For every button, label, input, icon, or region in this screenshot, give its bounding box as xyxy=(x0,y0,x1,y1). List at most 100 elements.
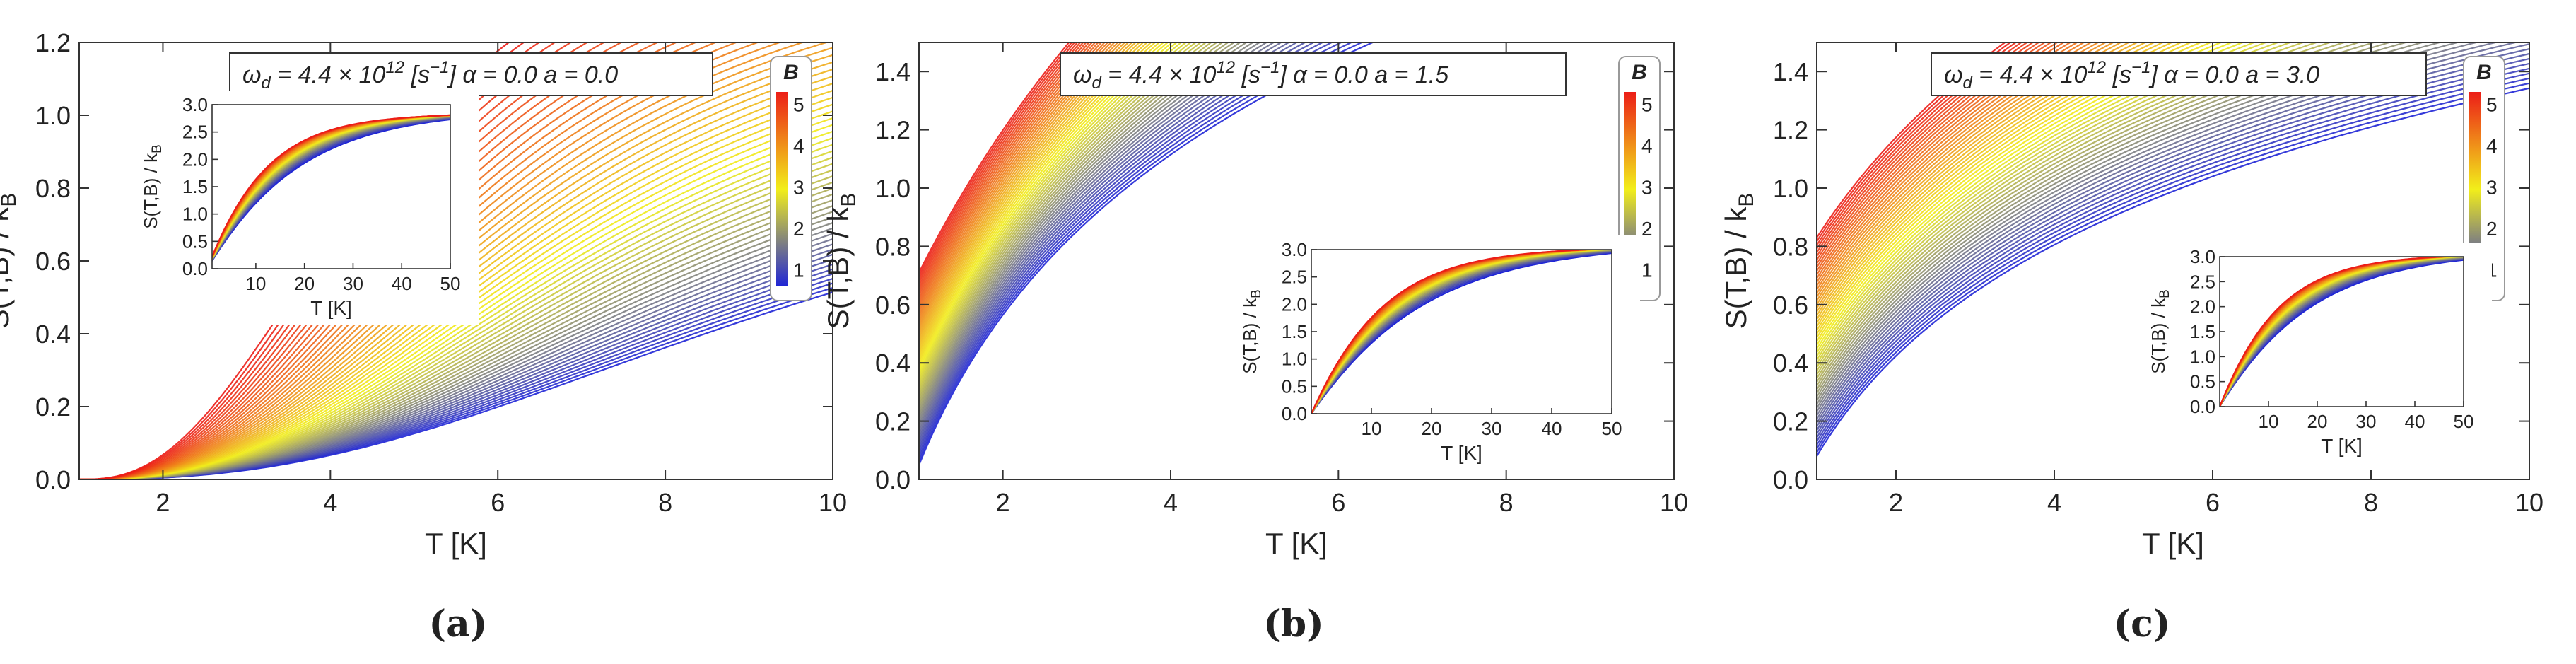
inset-curve-family xyxy=(212,114,450,262)
curve-B-1.14 xyxy=(1817,77,2529,450)
colorbar-tick-label: 3 xyxy=(1641,177,1653,199)
panel-a: 2 4 6 8 10 0.0 0.2 0.4 0.6 0.8 1.0 1.2 T [K] S(T,B) /… xyxy=(0,28,847,646)
inset-curve xyxy=(1311,251,1612,414)
inset-curve xyxy=(212,118,450,262)
curve-B-4.32 xyxy=(1817,42,2066,276)
curve-B-2.15 xyxy=(1817,42,2392,394)
y-tick-label: 0.8 xyxy=(1773,232,1808,261)
x-tick-label: 8 xyxy=(658,488,672,517)
inset-y-tick-label: 0.0 xyxy=(2190,396,2215,417)
curve-B-4.53 xyxy=(1817,42,2047,264)
parameter-box-frame xyxy=(1931,52,2427,96)
x-axis-label: T [K] xyxy=(1265,527,1328,560)
inset-y-tick-label: 1.5 xyxy=(182,176,208,197)
curve-B-1.00 xyxy=(1817,87,2529,457)
axes-frame xyxy=(918,42,1675,480)
inset-x-tick-label: 30 xyxy=(343,273,363,294)
colorbar-tick-label: 3 xyxy=(2486,177,2498,199)
x-tick-label: 6 xyxy=(2206,488,2220,517)
inset-x-tick-label: 40 xyxy=(1542,418,1562,439)
inset-y-tick-label: 2.5 xyxy=(1282,267,1307,288)
curve-B-4.19 xyxy=(919,42,1106,313)
inset-curve xyxy=(1311,250,1608,414)
y-tick-label: 0.0 xyxy=(875,465,911,494)
curve-B-4.05 xyxy=(1817,42,2092,291)
parameter-box: ωd = 4.4 × 1012 [s−1] α = 0.0 a = 3.0 xyxy=(1931,52,2427,96)
inset-chart: 10 20 30 40 50 0.0 0.5 1.0 1.5 2.0 2.5 3.0 T [K] S(T,… xyxy=(1226,235,1640,470)
curve-B-3.31 xyxy=(1817,42,2183,331)
y-tick-label: 1.4 xyxy=(875,57,911,86)
curve-B-1.68 xyxy=(919,42,1283,433)
curve-B-3.92 xyxy=(1817,42,2107,298)
inset-curve xyxy=(212,115,450,257)
x-tick-label: 4 xyxy=(2047,488,2061,517)
curve-B-3.17 xyxy=(919,42,1161,361)
inset-y-tick-label: 1.0 xyxy=(1282,349,1307,370)
inset-x-axis-label: T [K] xyxy=(2321,435,2363,457)
curve-B-1.07 xyxy=(1817,82,2529,453)
inset-y-tick-label: 2.0 xyxy=(2190,296,2215,318)
curve-B-4.59 xyxy=(1817,42,2040,261)
curve-B-3.58 xyxy=(919,42,1137,342)
y-tick-label: 0.8 xyxy=(35,174,71,203)
curve-B-2.02 xyxy=(919,42,1248,417)
parameter-box-frame xyxy=(1060,52,1567,96)
curve-B-3.31 xyxy=(919,42,1152,355)
y-axis-label: S(T,B) / kB xyxy=(821,193,860,330)
curve-B-3.24 xyxy=(1817,42,2193,334)
curve-B-2.90 xyxy=(919,42,1178,374)
curve-B-4.46 xyxy=(919,42,1094,299)
curve-B-1.88 xyxy=(919,42,1261,423)
inset-curve-family xyxy=(2220,257,2464,407)
curve-B-2.29 xyxy=(1817,42,2362,387)
inset-chart: 10 20 30 40 50 0.0 0.5 1.0 1.5 2.0 2.5 3.0 T [K] S(T,… xyxy=(127,91,479,325)
curve-B-4.73 xyxy=(919,42,1082,286)
curve-B-4.59 xyxy=(919,42,1087,293)
colorbar-tick-label: 5 xyxy=(1641,94,1653,116)
curve-B-1.95 xyxy=(1817,42,2443,405)
curve-B-4.12 xyxy=(1817,42,2085,286)
curve-B-3.44 xyxy=(1817,42,2165,324)
colorbar-tick-label: 1 xyxy=(793,260,804,281)
curve-B-3.98 xyxy=(1817,42,2100,294)
inset-x-tick-label: 30 xyxy=(1482,418,1502,439)
inset-y-tick-label: 0.0 xyxy=(1282,403,1307,424)
curve-B-4.12 xyxy=(919,42,1109,315)
inset-y-axis-label: S(T,B) / kB xyxy=(1239,289,1264,374)
curve-B-1.20 xyxy=(1817,72,2529,445)
x-tick-label: 2 xyxy=(156,488,170,517)
curve-B-3.71 xyxy=(919,42,1130,335)
colorbar-tick-label: 3 xyxy=(793,177,804,199)
curve-B-3.03 xyxy=(919,42,1169,368)
colorbar-title: B xyxy=(1632,61,1647,84)
curve-B-4.93 xyxy=(1817,42,2012,242)
y-tick-label: 0.4 xyxy=(875,349,911,378)
curve-B-4.19 xyxy=(1817,42,2079,283)
curve-B-2.69 xyxy=(919,42,1193,384)
x-tick-label: 4 xyxy=(1164,488,1178,517)
curve-B-4.39 xyxy=(1817,42,2059,272)
curve-B-4.25 xyxy=(919,42,1103,309)
y-tick-label: 0.6 xyxy=(35,247,71,276)
curve-B-3.10 xyxy=(919,42,1165,364)
curve-B-4.05 xyxy=(919,42,1113,319)
colorbar-tick-label: 2 xyxy=(2486,218,2498,240)
y-tick-label: 0.6 xyxy=(1773,291,1808,320)
colorbar-legend: B 1 2 3 4 5 xyxy=(770,56,812,301)
curve-B-4.80 xyxy=(919,42,1079,283)
inset-y-axis-label: S(T,B) / kB xyxy=(2148,289,2172,374)
inset-x-tick-label: 20 xyxy=(294,273,315,294)
colorbar-tick-label: 2 xyxy=(793,218,804,240)
curve-B-4.86 xyxy=(1817,42,2018,246)
inset-x-tick-label: 10 xyxy=(2259,411,2279,432)
curve-B-1.95 xyxy=(919,42,1255,420)
curve-family xyxy=(919,42,1375,465)
curve-B-4.39 xyxy=(919,42,1096,303)
x-tick-label: 8 xyxy=(1499,488,1514,517)
panel-label: (a) xyxy=(429,602,488,646)
curve-B-2.22 xyxy=(919,42,1230,407)
inset-curve-family xyxy=(1311,250,1612,414)
colorbar-gradient xyxy=(2469,92,2481,286)
curve-B-3.58 xyxy=(1817,42,2148,316)
